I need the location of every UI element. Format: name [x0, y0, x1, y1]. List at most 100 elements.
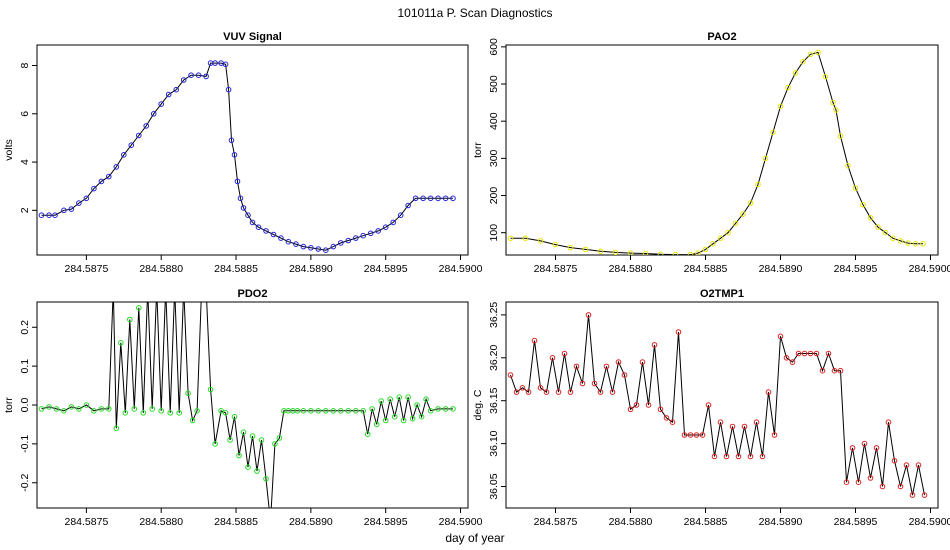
data-point [136, 132, 142, 139]
data-point [46, 212, 52, 218]
y-tick-label: 36.15 [488, 387, 500, 413]
data-point [645, 402, 652, 408]
data-point [642, 250, 649, 255]
data-point [657, 406, 664, 413]
data-point [807, 51, 814, 58]
plot-frame [36, 301, 469, 509]
data-point [91, 185, 97, 192]
data-point [353, 235, 359, 241]
data-point [83, 402, 90, 408]
data-point [300, 408, 307, 414]
y-tick-label: 0.1 [19, 359, 31, 374]
y-tick-label: 6 [19, 111, 31, 117]
y-tick-label: 4 [19, 159, 31, 165]
data-point [882, 229, 889, 236]
data-point [615, 359, 622, 365]
y-tick-label: 36.10 [488, 430, 500, 456]
data-point [442, 406, 449, 412]
data-point [855, 479, 862, 486]
y-tick-label: -0.1 [19, 435, 31, 453]
data-point [405, 394, 411, 401]
plot-title: PAO2 [707, 31, 736, 43]
data-point [140, 410, 147, 416]
data-point [360, 408, 367, 414]
data-point [189, 417, 196, 424]
x-tick-label: 284.5900 [909, 516, 950, 528]
data-point [294, 408, 301, 414]
data-point [513, 389, 520, 395]
data-point [270, 231, 277, 238]
data-point [227, 437, 233, 443]
data-point [199, 286, 204, 291]
x-tick-label: 284.5900 [439, 263, 483, 275]
data-point [194, 408, 200, 414]
data-point [897, 238, 904, 244]
data-point [789, 359, 796, 365]
data-point [218, 408, 224, 414]
data-point [555, 389, 562, 395]
data-point [755, 181, 761, 188]
data-point [531, 337, 538, 344]
data-point [285, 238, 292, 245]
x-tick-label: 284.5885 [684, 263, 728, 275]
x-tick-label: 284.5890 [759, 516, 803, 528]
data-point [345, 237, 352, 244]
data-point [418, 413, 425, 420]
data-point [825, 350, 832, 357]
data-point [397, 212, 404, 218]
data-point [813, 350, 820, 357]
data-point [915, 462, 922, 468]
data-point [38, 212, 45, 218]
data-point [591, 380, 598, 387]
data-point [240, 205, 247, 211]
data-point [176, 410, 182, 416]
data-point [345, 408, 352, 414]
data-point [740, 211, 746, 217]
data-point [46, 404, 52, 410]
data-point [920, 241, 926, 247]
data-point [860, 202, 866, 208]
data-point [323, 408, 329, 414]
data-point [353, 408, 359, 414]
data-point [149, 406, 155, 412]
data-point [423, 396, 429, 403]
data-point [627, 406, 634, 413]
data-point [207, 386, 214, 393]
data-point [815, 49, 821, 56]
x-tick-label: 284.5890 [289, 263, 333, 275]
data-point [172, 286, 177, 291]
data-point [729, 423, 736, 430]
data-point [181, 286, 186, 291]
data-point [268, 519, 273, 524]
data-point [687, 432, 694, 438]
data-point [293, 241, 299, 247]
data-point [675, 329, 682, 335]
data-point [382, 224, 389, 230]
data-point [783, 355, 790, 361]
data-point [777, 103, 784, 110]
y-tick-label: 600 [488, 38, 500, 56]
data-point [128, 142, 135, 148]
data-point [338, 240, 344, 246]
data-point [165, 91, 172, 98]
data-point [723, 453, 730, 460]
data-point [237, 195, 244, 202]
data-point [249, 433, 256, 439]
data-point [127, 316, 133, 323]
data-point [912, 241, 919, 247]
data-point [245, 212, 251, 218]
data-point [909, 492, 916, 498]
data-point [561, 350, 568, 357]
x-tick-label: 284.5885 [214, 516, 258, 528]
plot-frame [505, 301, 939, 509]
data-point [525, 389, 532, 395]
x-tick-label: 284.5880 [609, 516, 653, 528]
figure-title: 101011a P. Scan Diagnostics [397, 6, 553, 20]
data-point [118, 340, 124, 346]
data-point [121, 152, 127, 158]
data-point [567, 389, 574, 395]
data-point [435, 406, 441, 412]
data-point [879, 483, 886, 490]
data-point [173, 86, 179, 93]
data-point [330, 408, 337, 414]
